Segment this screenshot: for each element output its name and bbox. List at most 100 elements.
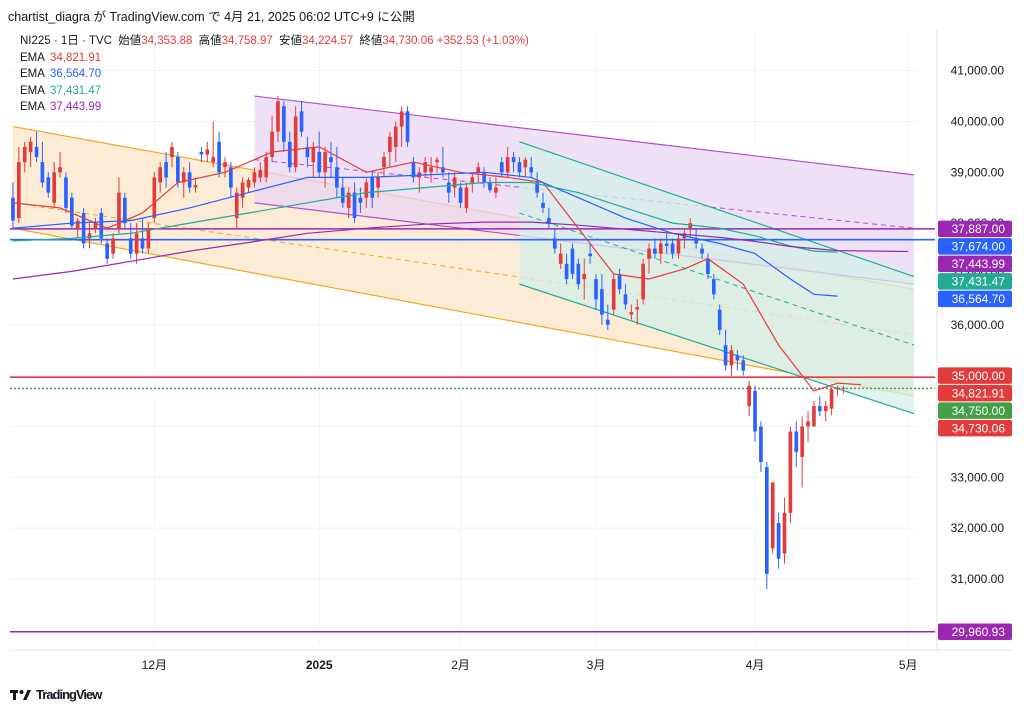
- price-label: 37,674.00: [938, 238, 1012, 255]
- candle-body: [181, 172, 186, 183]
- change-value: +352.53 (+1.03%): [436, 35, 529, 47]
- candle-body: [676, 238, 681, 254]
- candle-body: [323, 151, 327, 173]
- candle-body: [199, 151, 204, 155]
- candle-body: [393, 126, 398, 147]
- x-tick-label: 2025: [306, 658, 333, 672]
- candle-body: [600, 289, 604, 315]
- candle-body: [134, 233, 139, 254]
- candle-body: [605, 319, 610, 325]
- candle-body: [40, 162, 45, 183]
- axes: 31,000.0032,000.0033,000.0034,000.0035,0…: [10, 0, 1012, 680]
- candle-body: [464, 187, 469, 208]
- candle-body: [759, 426, 763, 463]
- candle-body: [658, 243, 663, 254]
- candle-body: [735, 355, 740, 361]
- candle-body: [623, 294, 628, 305]
- candle-body: [52, 172, 56, 203]
- price-label-box: [938, 367, 1012, 384]
- candle-body: [123, 197, 127, 224]
- ema-row-4: EMA 37,443.99: [20, 99, 529, 116]
- candle-body: [841, 387, 846, 389]
- candle-body: [552, 238, 557, 249]
- ema-label: EMA: [20, 68, 45, 80]
- candle-body: [211, 157, 216, 163]
- x-tick-label: 3月: [587, 658, 606, 672]
- candle-body: [476, 167, 481, 173]
- candle-body: [635, 307, 640, 310]
- symbol-label: NI225 · 1日 · TVC: [20, 35, 113, 47]
- candle-body: [264, 157, 269, 178]
- candle-body: [75, 220, 80, 229]
- candle-body: [340, 187, 345, 203]
- candle-body: [293, 116, 298, 168]
- channel-teal-area: [519, 141, 915, 414]
- ema-lines: [12, 146, 909, 392]
- ema-value: 37,443.99: [50, 101, 102, 113]
- price-label-box: [938, 290, 1012, 308]
- candle-body: [835, 388, 840, 390]
- ema-value: 34,821.91: [50, 51, 102, 64]
- candle-body: [17, 162, 21, 219]
- candle-body: [470, 177, 475, 183]
- candle-body: [617, 273, 622, 290]
- ema-line: [12, 146, 862, 392]
- y-tick-label: 33,000.00: [951, 470, 1005, 484]
- candle-body: [505, 157, 510, 173]
- price-label-text: 36,564.70: [952, 292, 1006, 306]
- candle-body: [458, 187, 463, 203]
- channel-teal-upper: [519, 141, 915, 278]
- candle-body: [535, 182, 539, 193]
- candle-body: [229, 167, 233, 188]
- price-scale-bg: [937, 0, 1012, 680]
- candle-body: [46, 177, 51, 193]
- candle-body: [776, 523, 781, 559]
- candle-body: [140, 238, 145, 249]
- candle-body: [446, 182, 451, 193]
- high-value: 34,758.97: [221, 35, 273, 47]
- candle-body: [405, 111, 410, 142]
- candle-body: [376, 177, 380, 188]
- candle-body: [111, 238, 115, 254]
- high-label: 高値: [198, 35, 222, 47]
- candle-body: [329, 157, 333, 163]
- candle-body: [764, 467, 769, 574]
- price-label-text: 34,750.00: [952, 404, 1006, 418]
- price-label-box: [938, 419, 1012, 437]
- candle-body: [570, 248, 575, 274]
- price-label: 29,960.93: [938, 623, 1012, 640]
- candle-body: [252, 172, 257, 183]
- candle-body: [205, 149, 210, 155]
- candle-body: [770, 482, 775, 549]
- price-label: 34,821.91: [938, 384, 1012, 402]
- brand-name: TradingView: [36, 687, 102, 702]
- candle-body: [58, 167, 62, 173]
- candle-body: [317, 151, 322, 173]
- price-label: 35,000.00: [938, 367, 1012, 384]
- price-label-text: 37,443.99: [952, 257, 1006, 271]
- y-tick-label: 40,000.00: [951, 114, 1005, 128]
- candle-body: [164, 162, 168, 178]
- candle-body: [511, 157, 516, 163]
- y-tick-label: 41,000.00: [951, 64, 1005, 78]
- candle-body: [128, 238, 133, 254]
- candle-body: [223, 162, 227, 168]
- candle-body: [105, 243, 110, 259]
- candle-body: [641, 263, 645, 300]
- candle-body: [146, 228, 151, 249]
- price-label-box: [938, 623, 1012, 640]
- candle-body: [287, 141, 292, 168]
- candle-body: [11, 197, 15, 221]
- candle-body: [611, 279, 616, 310]
- candle-body: [276, 101, 280, 132]
- candle-body: [653, 248, 657, 254]
- candle-body: [87, 233, 92, 239]
- candle-body: [399, 111, 404, 127]
- candle-body: [346, 192, 351, 208]
- candle-body: [788, 431, 793, 513]
- candle-body: [700, 248, 704, 254]
- candle-body: [311, 146, 316, 163]
- ema-label: EMA: [20, 51, 45, 64]
- candle-body: [452, 177, 457, 188]
